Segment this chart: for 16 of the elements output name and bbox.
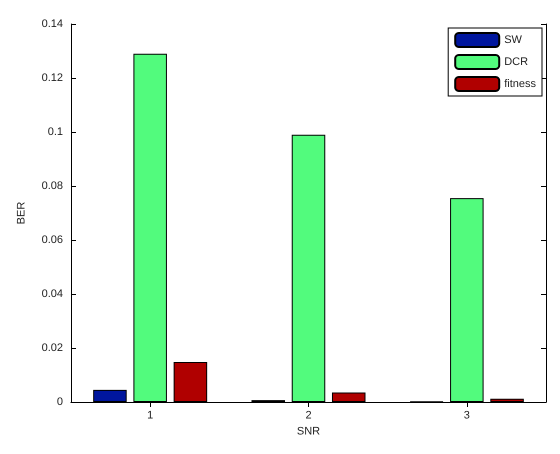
y-tick-label: 0.14: [42, 18, 63, 30]
legend-label: SW: [504, 34, 523, 46]
y-tick-label: 0: [56, 396, 63, 408]
y-tick-label: 0.02: [42, 342, 63, 354]
y-tick-label: 0.04: [42, 288, 63, 300]
y-tick-label: 0.12: [42, 72, 63, 84]
x-tick-label: 3: [464, 410, 470, 422]
y-tick-label: 0.08: [42, 180, 63, 192]
x-axis-title: SNR: [296, 426, 320, 438]
y-axis-title: BER: [16, 202, 28, 224]
legend-label: fitness: [504, 78, 536, 90]
x-tick-label: 1: [147, 410, 154, 422]
y-tick-label: 0.1: [48, 126, 63, 138]
y-tick-label: 0.06: [42, 234, 63, 246]
x-tick-label: 2: [305, 410, 312, 422]
legend-label: DCR: [504, 56, 528, 68]
